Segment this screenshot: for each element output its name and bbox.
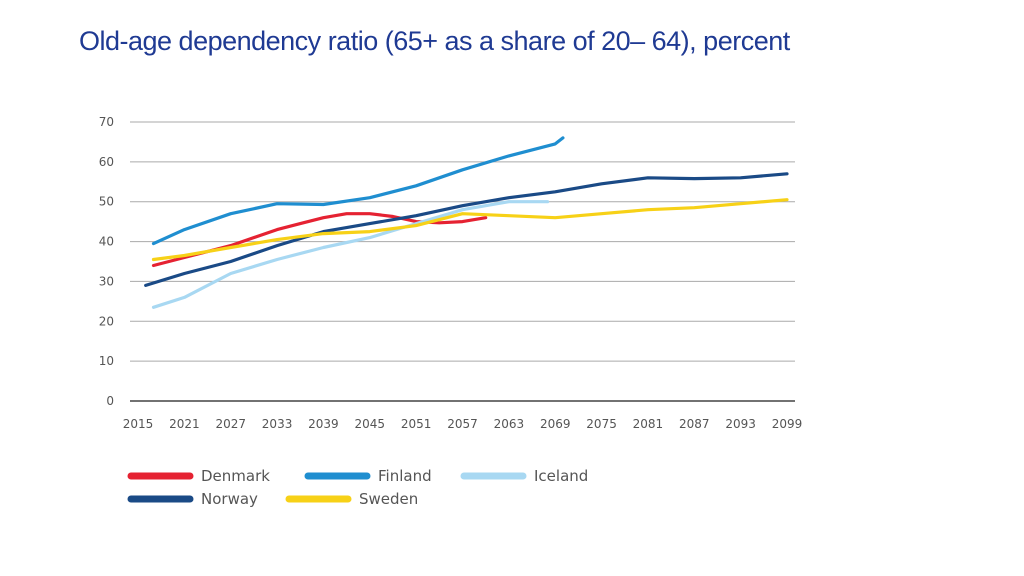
y-tick-label: 20 [99,314,114,328]
x-tick-label: 2093 [725,417,756,431]
legend-label: Finland [378,467,432,485]
legend-item-iceland: Iceland [460,467,588,485]
x-tick-label: 2081 [633,417,664,431]
legend-item-denmark: Denmark [127,467,270,485]
y-tick-label: 40 [99,235,114,249]
legend-label: Iceland [534,467,588,485]
x-tick-label: 2027 [215,417,246,431]
x-tick-label: 2099 [772,417,803,431]
x-tick-label: 2075 [586,417,617,431]
legend-item-sweden: Sweden [285,490,418,508]
page-title: Old-age dependency ratio (65+ as a share… [79,26,790,56]
grid-layer [130,121,795,402]
x-tick-label: 2039 [308,417,339,431]
x-tick-label: 2033 [262,417,293,431]
x-tick-label: 2045 [355,417,386,431]
y-tick-label: 50 [99,195,114,209]
series-line-denmark [151,212,488,268]
series-line-finland [151,136,565,246]
legend-label: Sweden [359,490,418,508]
y-tick-label: 60 [99,155,114,169]
legend-label: Denmark [201,467,270,485]
x-tick-label: 2051 [401,417,432,431]
legend-item-norway: Norway [127,490,258,508]
x-tick-label: 2021 [169,417,200,431]
series-layer [144,136,789,309]
y-tick-label: 10 [99,354,114,368]
x-tick-label: 2063 [494,417,525,431]
x-tick-label: 2057 [447,417,478,431]
series-line-sweden [151,198,789,262]
series-line-iceland [151,200,550,309]
x-axis: 2015 2021 2027 2033 2039 2045 2051 2057 2063 2069… [123,417,803,431]
y-tick-label: 0 [106,394,114,408]
y-tick-label: 30 [99,274,114,288]
legend-item-finland: Finland [304,467,432,485]
legend: Denmark Finland Iceland Norway Sweden [127,467,588,508]
y-tick-label: 70 [99,115,114,129]
y-axis: 0 10 20 30 40 50 60 70 [99,115,114,408]
legend-label: Norway [201,490,258,508]
x-tick-label: 2015 [123,417,154,431]
series-line-norway [144,172,789,287]
x-tick-label: 2087 [679,417,710,431]
x-tick-label: 2069 [540,417,571,431]
